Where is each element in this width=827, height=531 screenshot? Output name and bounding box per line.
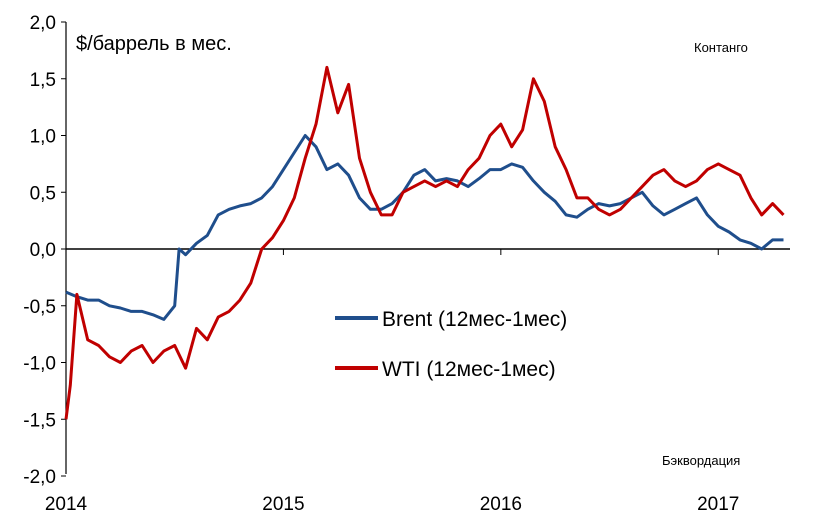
series-line-brent: [65, 134, 784, 321]
legend: Brent (12мес-1мес) WTI (12мес-1мес): [335, 308, 567, 381]
y-tick-label: -2,0: [23, 467, 56, 488]
y-tick-label: 2,0: [30, 13, 56, 34]
legend-label-wti: WTI (12мес-1мес): [382, 358, 556, 381]
series-line-wti: [64, 65, 785, 420]
y-axis: 2,0 1,5 1,0 0,5 0,0 -0,5 -1,0 -1,5 -2,0: [23, 13, 67, 488]
annotation-contango: Контанго: [694, 40, 748, 55]
y-tick-label: 1,5: [30, 70, 56, 91]
x-axis: 2014 2015 2016 2017: [45, 248, 790, 515]
y-tick-label: 0,5: [30, 183, 56, 204]
y-axis-label: $/баррель в мес.: [76, 33, 232, 55]
x-tick-label: 2014: [45, 494, 88, 515]
y-tick-label: 0,0: [30, 240, 56, 261]
x-tick-label: 2017: [697, 494, 739, 515]
y-tick-label: -1,5: [23, 410, 56, 431]
y-tick-label: -1,0: [23, 354, 56, 375]
x-tick-label: 2015: [262, 494, 304, 515]
x-tick-label: 2016: [480, 494, 522, 515]
series-layer: [64, 65, 785, 420]
legend-label-brent: Brent (12мес-1мес): [382, 308, 567, 331]
y-tick-label: 1,0: [30, 127, 56, 148]
annotation-backwardation: Бэквордация: [662, 453, 740, 468]
y-tick-label: -0,5: [23, 297, 56, 318]
